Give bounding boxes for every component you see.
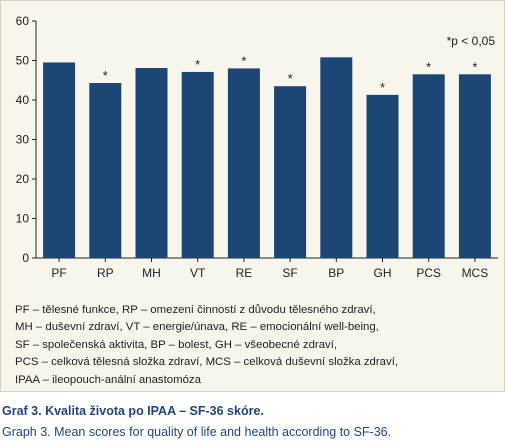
figure-caption-subtitle: Graph 3. Mean scores for quality of life… [2, 425, 392, 439]
legend-line: PCS – celková tělesná složka zdraví, MCS… [15, 356, 399, 369]
y-tick-label: 50 [16, 54, 30, 68]
chart-legend: PF – tělesné funkce, RP – omezení činnos… [15, 302, 500, 389]
x-tick-label: BP [328, 266, 344, 280]
significance-marker: * [241, 53, 246, 68]
bar-pf [43, 62, 76, 258]
significance-marker: * [426, 59, 431, 74]
significance-marker: * [288, 71, 293, 86]
x-tick-label: MCS [462, 266, 489, 280]
legend-line: PF – tělesné funkce, RP – omezení činnos… [15, 304, 376, 316]
bar-mcs [458, 74, 491, 258]
x-tick-label: MH [142, 266, 161, 280]
significance-marker: * [472, 59, 477, 74]
bar-pcs [412, 74, 445, 258]
legend-line: IPAA – ileopouch-anální anastomóza [15, 373, 201, 386]
figure-caption-title: Graf 3. Kvalita života po IPAA – SF-36 s… [2, 404, 264, 418]
x-tick-label: PCS [416, 266, 441, 280]
legend-line: SF – společenská aktivita, BP – bolest, … [15, 338, 338, 351]
bar-mh [135, 68, 168, 258]
significance-marker: * [103, 68, 108, 83]
bar-sf [274, 86, 307, 258]
bar-vt [181, 71, 214, 258]
bar-chart: 0 10 20 30 40 50 60 PF RP * MH VT * RE * SF * BP GH * PCS * MC… [16, 14, 498, 280]
y-tick-label: 30 [16, 133, 30, 147]
bar-re [227, 68, 260, 259]
y-tick-label: 10 [16, 212, 30, 226]
x-tick-label: GH [374, 266, 392, 280]
significance-marker: * [380, 80, 385, 95]
bar-rp [89, 83, 122, 258]
bar-gh [366, 94, 399, 259]
bar-bp [320, 57, 353, 259]
x-tick-label: PF [51, 266, 66, 280]
legend-line: MH – duševní zdraví, VT – energie/únava,… [15, 321, 379, 334]
x-tick-label: RP [97, 266, 114, 280]
significance-annotation: *p < 0,05 [447, 34, 496, 48]
y-tick-label: 40 [16, 93, 30, 107]
x-tick-label: RE [236, 266, 253, 280]
chart-panel: 0 10 20 30 40 50 60 PF RP * MH VT * RE * SF * BP GH * PCS * MC… [0, 0, 505, 392]
x-tick-label: SF [282, 266, 297, 280]
significance-marker: * [195, 57, 200, 72]
y-tick-label: 0 [22, 251, 29, 265]
y-tick-label: 20 [16, 172, 30, 186]
y-tick-label: 60 [16, 14, 30, 28]
x-tick-label: VT [190, 266, 206, 280]
